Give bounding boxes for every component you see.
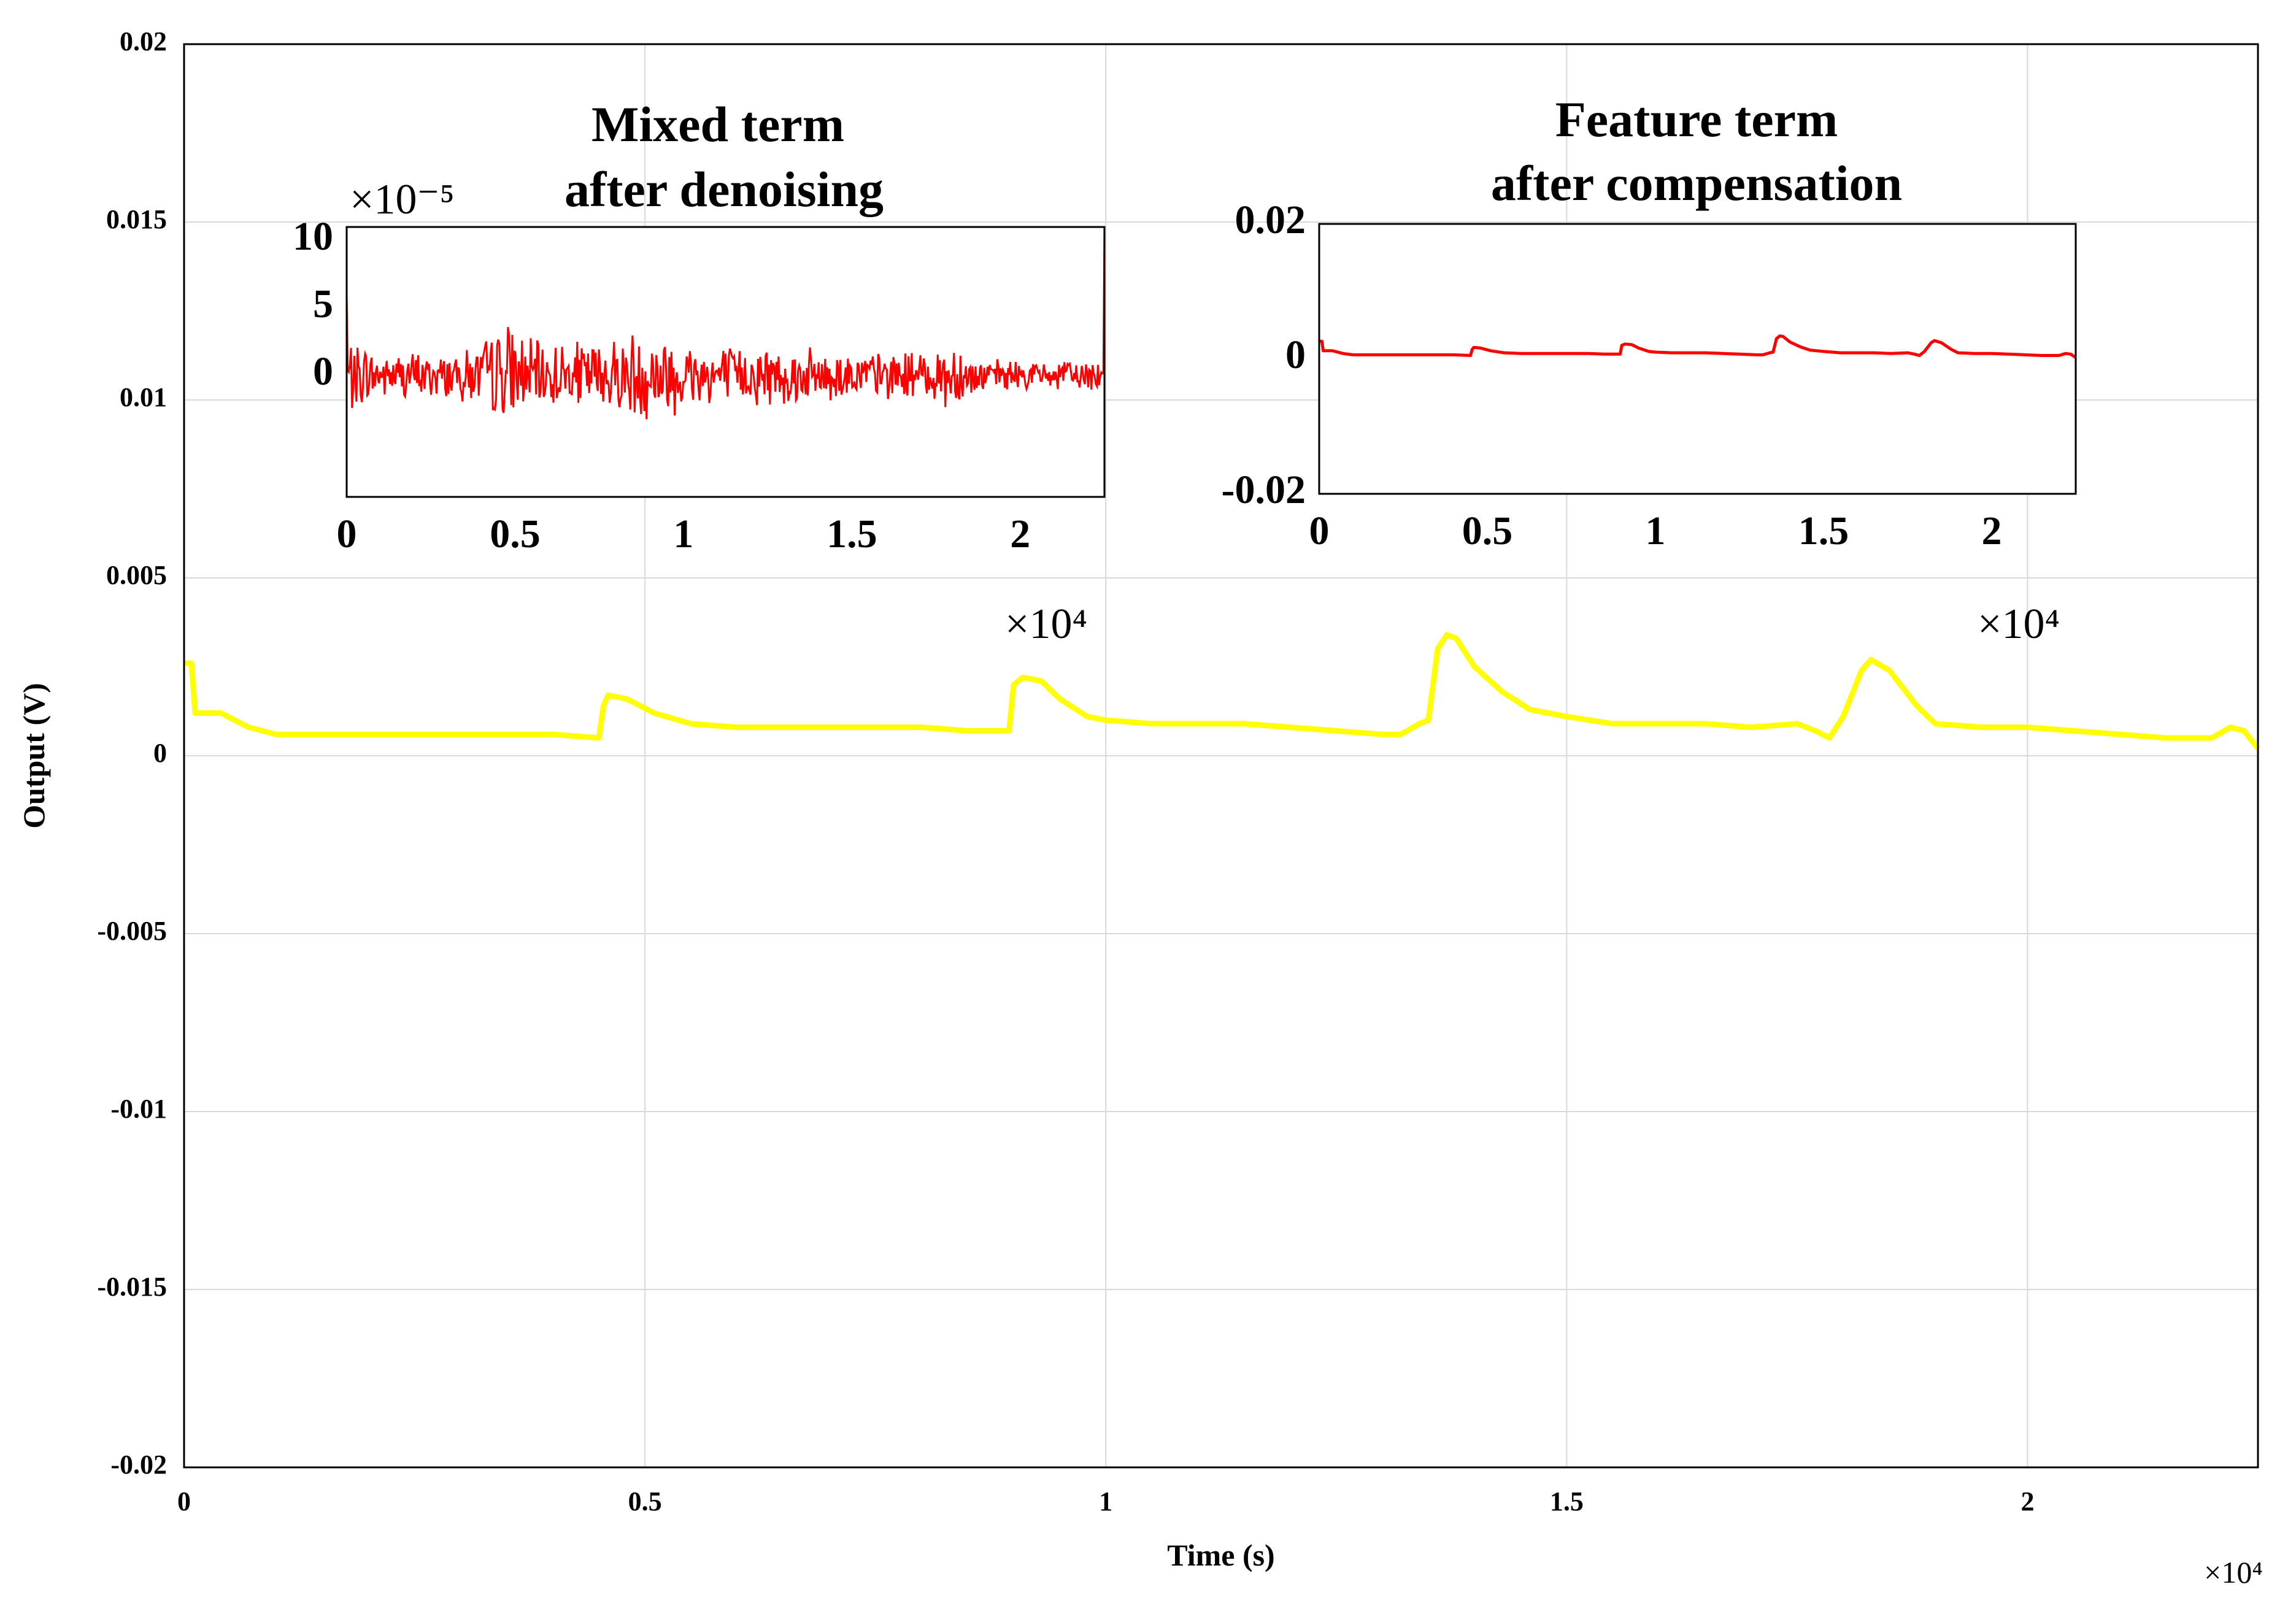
main-y-axis-label: Output (V) bbox=[17, 683, 51, 829]
inset-right-x-tick-label: 2 bbox=[1982, 509, 2002, 553]
inset-right-ticks: 0 0.5 1 1.5 20.020-0.02 bbox=[1222, 198, 2002, 553]
inset-left-axes-frame bbox=[345, 226, 1106, 498]
main-y-tick-label: -0.01 bbox=[110, 1094, 167, 1124]
inset-left-x-exponent-label: ×10⁴ bbox=[1005, 601, 1087, 648]
main-y-tick-label: -0.015 bbox=[97, 1272, 167, 1302]
main-x-exponent-label: ×10⁴ bbox=[2204, 1555, 2263, 1589]
main-x-tick-label: 2 bbox=[2021, 1486, 2034, 1516]
main-y-tick-label: 0 bbox=[153, 738, 167, 768]
inset-left-y-tick-label: 10 bbox=[293, 214, 333, 259]
inset-right-title-line1: Feature term bbox=[1555, 91, 1838, 147]
main-x-tick-label: 1 bbox=[1099, 1486, 1112, 1516]
inset-right-x-tick-label: 1 bbox=[1646, 509, 1666, 553]
inset-right-y-tick-label: 0.02 bbox=[1235, 198, 1306, 242]
inset-right-y-tick-label: 0 bbox=[1285, 332, 1306, 377]
main-y-tick-label: 0.005 bbox=[106, 560, 167, 590]
inset-left-ticks: 0 0.5 1 1.5 2 10 5 0 bbox=[293, 214, 1030, 556]
main-y-tick-label: 0.01 bbox=[120, 382, 167, 412]
inset-left-x-tick-label: 0 bbox=[337, 512, 357, 556]
inset-left-series-line bbox=[347, 227, 1104, 420]
inset-left-title-line2: after denoising bbox=[564, 161, 884, 217]
inset-right-x-tick-label: 0 bbox=[1309, 509, 1330, 553]
main-y-tick-label: -0.005 bbox=[97, 916, 167, 946]
inset-left: 0 0.5 1 1.5 2 10 5 0 Mixed term after denoising… bbox=[293, 96, 1106, 648]
inset-left-x-tick-label: 2 bbox=[1010, 512, 1030, 556]
main-series-line bbox=[184, 632, 2260, 751]
inset-right: 0 0.5 1 1.5 20.020-0.02 Feature term after c… bbox=[1222, 91, 2077, 648]
inset-right-axes-frame bbox=[1318, 223, 2077, 495]
main-x-tick-label: 0.5 bbox=[628, 1486, 662, 1516]
inset-right-background bbox=[1319, 224, 2076, 494]
main-y-tick-label: 0.02 bbox=[120, 26, 167, 56]
main-x-tick-label: 0 bbox=[177, 1486, 191, 1516]
inset-right-title-line2: after compensation bbox=[1491, 155, 1902, 211]
inset-left-series-layer bbox=[347, 227, 1104, 420]
inset-left-y-tick-label: 0 bbox=[313, 349, 333, 394]
inset-left-x-tick-label: 0.5 bbox=[490, 512, 541, 556]
main-x-axis-label: Time (s) bbox=[1167, 1538, 1274, 1572]
inset-right-series-line bbox=[1319, 334, 2077, 359]
inset-left-x-tick-label: 1 bbox=[673, 512, 693, 556]
main-axes-frame bbox=[183, 43, 2259, 1469]
main-ticks: 0 0.5 1 1.5 2 0.02 0.015 0.01 0.005 0 -0.005 -0.01 -… bbox=[97, 26, 2034, 1516]
inset-left-y-tick-label: 5 bbox=[313, 282, 333, 326]
main-y-tick-label: 0.015 bbox=[106, 204, 167, 234]
inset-left-title-line1: Mixed term bbox=[591, 96, 844, 152]
inset-right-y-tick-label: -0.02 bbox=[1222, 467, 1306, 512]
main-series-layer bbox=[184, 632, 2260, 751]
inset-right-x-tick-label: 1.5 bbox=[1798, 509, 1849, 553]
inset-right-series-layer bbox=[1319, 334, 2077, 359]
inset-left-y-exponent-label: ×10⁻⁵ bbox=[350, 176, 455, 223]
inset-right-x-tick-label: 0.5 bbox=[1462, 509, 1513, 553]
inset-left-x-tick-label: 1.5 bbox=[826, 512, 877, 556]
inset-right-x-exponent-label: ×10⁴ bbox=[1978, 601, 2060, 648]
main-y-tick-label: -0.02 bbox=[110, 1450, 167, 1480]
main-x-tick-label: 1.5 bbox=[1550, 1486, 1584, 1516]
